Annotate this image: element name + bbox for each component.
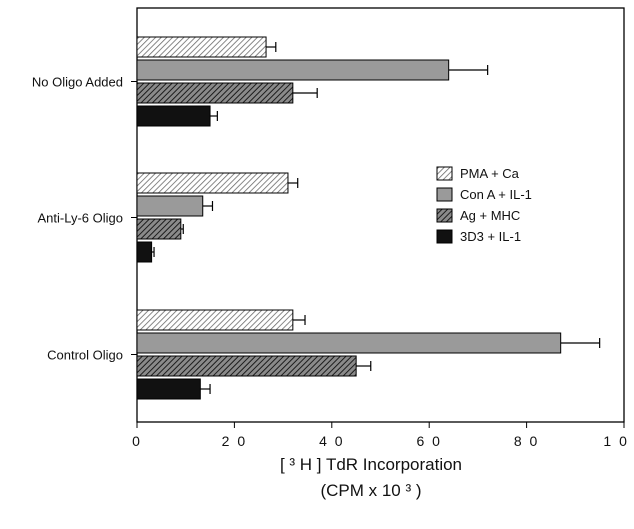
error-bars-group [151,42,601,394]
bar [136,378,201,400]
bar [136,36,267,58]
legend-entry: PMA + Ca [460,166,520,181]
legend: PMA + Ca Con A + IL-1 Ag + MHC 3D3 + IL-1 [436,166,532,244]
x-tick-label: 6 0 [416,433,441,449]
legend-entry: Con A + IL-1 [460,187,532,202]
x-tick-label: 4 0 [319,433,344,449]
bar [136,355,357,377]
bar [136,105,211,127]
bar [136,218,182,240]
x-tick-label: 2 0 [222,433,247,449]
legend-swatch [436,166,453,181]
y-axis-category-labels: No Oligo Added Anti-Ly-6 Oligo Control Oli… [32,75,137,363]
x-axis-title-line2: (CPM x 10 ³ ) [320,481,421,500]
bars-group [136,36,562,400]
bar [136,332,562,354]
y-category-label: Anti-Ly-6 Oligo [38,211,124,226]
x-tick-label: 0 [132,433,142,449]
bar [136,241,153,263]
bar [136,82,294,104]
legend-entry: 3D3 + IL-1 [460,229,521,244]
bar [136,195,204,217]
bar [136,172,289,194]
legend-swatch [436,187,453,202]
y-category-label: No Oligo Added [32,75,123,90]
bar [136,309,294,331]
legend-entry: Ag + MHC [460,208,520,223]
x-axis-title-line1: [ ³ H ] TdR Incorporation [280,455,462,474]
x-axis-ticks: 0 2 0 4 0 6 0 8 0 1 0 0 [132,422,634,449]
x-tick-label: 1 0 0 [603,433,634,449]
x-tick-label: 8 0 [514,433,539,449]
legend-swatch [436,229,453,244]
legend-swatch [436,208,453,223]
y-category-label: Control Oligo [47,348,123,363]
bar [136,59,450,81]
